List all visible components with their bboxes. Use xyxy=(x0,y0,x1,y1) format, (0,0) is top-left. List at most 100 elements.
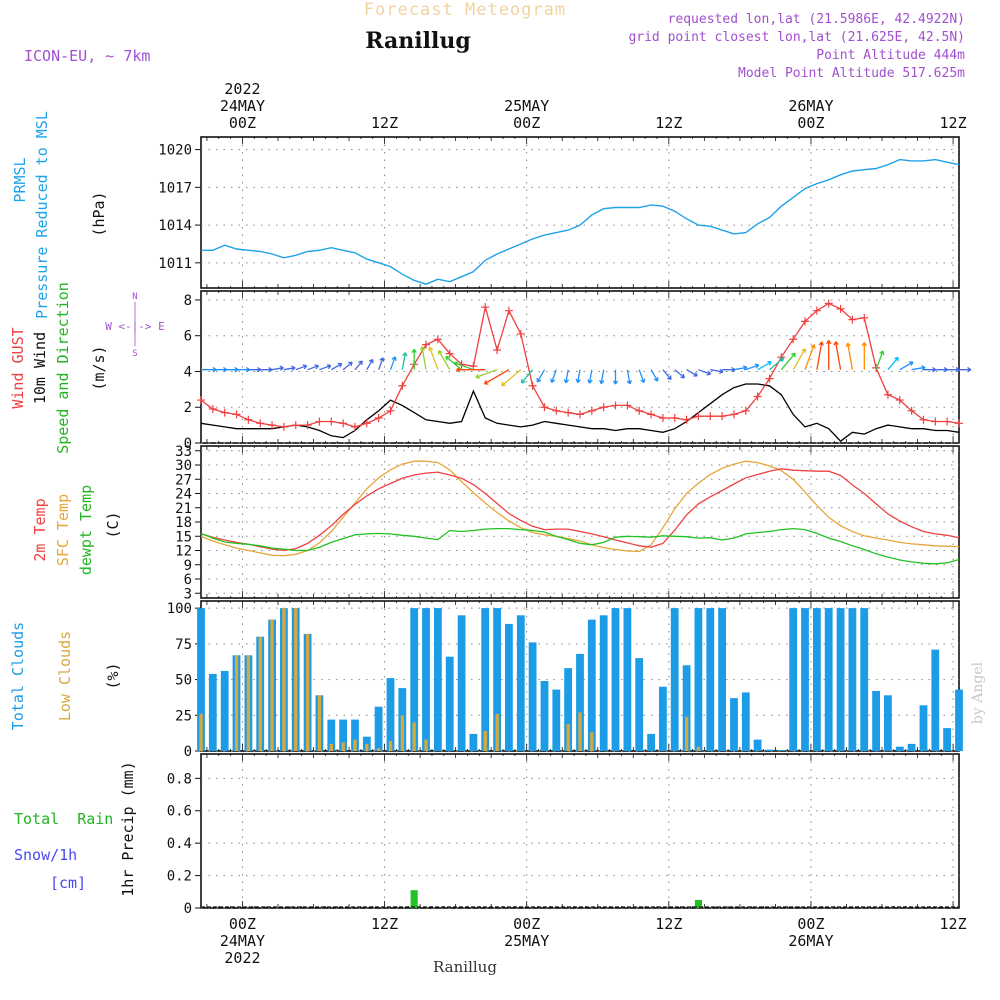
clouds-ytick-label: 75 xyxy=(175,637,192,653)
wind-direction-arrow xyxy=(923,366,937,373)
clouds-ytick-label: 0 xyxy=(184,744,192,760)
gust-marker xyxy=(268,421,277,430)
wind-direction-arrow xyxy=(437,350,451,371)
t2m-line xyxy=(200,468,960,552)
bottom-time-label: 25MAY xyxy=(504,932,549,950)
low-cloud-bar xyxy=(400,715,404,751)
top-time-label: 00Z xyxy=(513,114,540,132)
wind-direction-arrow xyxy=(911,365,926,371)
low-cloud-bar xyxy=(495,713,499,751)
wind-direction-arrow xyxy=(520,369,534,384)
wind-direction-arrow xyxy=(295,364,308,371)
total-cloud-bar xyxy=(481,608,490,751)
wind-direction-arrow xyxy=(587,369,593,384)
wind-direction-arrow xyxy=(378,357,385,370)
gust-marker xyxy=(208,405,217,414)
wind-direction-arrow xyxy=(757,360,772,371)
gust-marker xyxy=(670,413,679,422)
gust-marker xyxy=(291,421,300,430)
gust-marker xyxy=(587,406,596,415)
total-cloud-bar xyxy=(564,668,572,751)
temp-unit: (C) xyxy=(104,511,122,538)
wind-direction-arrow xyxy=(638,369,646,384)
total-cloud-bar xyxy=(327,719,336,751)
total-cloud-bar xyxy=(457,615,466,751)
gust-marker xyxy=(433,335,442,344)
low-cloud-bar xyxy=(306,633,310,751)
wind-direction-arrow xyxy=(959,366,972,373)
wind-direction-arrow xyxy=(612,369,619,385)
point-altitude: Point Altitude 444m xyxy=(816,48,965,63)
total-cloud-bar xyxy=(623,608,632,751)
gust-marker xyxy=(256,419,265,428)
pressure-label-1: PRMSL xyxy=(11,157,29,202)
gust-marker xyxy=(362,419,371,428)
gust-marker xyxy=(883,390,892,399)
wind-direction-arrow xyxy=(411,348,417,370)
gust-marker xyxy=(801,317,810,326)
gust-marker xyxy=(907,406,916,415)
low-cloud-bar xyxy=(377,748,381,751)
wind-direction-arrow xyxy=(935,366,948,373)
wind-direction-arrow xyxy=(686,369,698,377)
wind-direction-arrow xyxy=(745,363,760,371)
low-cloud-bar xyxy=(341,742,345,751)
gust-marker xyxy=(718,412,727,421)
low-cloud-bar xyxy=(685,716,689,751)
precip-ytick-label: 0.6 xyxy=(167,804,192,820)
total-cloud-bar xyxy=(386,678,395,751)
temp-panel-frame xyxy=(200,445,960,599)
temp-ytick-label: 6 xyxy=(184,572,192,588)
wind-direction-arrow xyxy=(674,369,686,379)
total-cloud-bar xyxy=(528,642,537,751)
low-cloud-bar xyxy=(412,722,416,751)
pressure-unit: (hPa) xyxy=(90,191,108,236)
low-cloud-bar xyxy=(590,732,594,751)
pressure-ytick-label: 1020 xyxy=(158,143,192,159)
low-cloud-bar xyxy=(329,743,333,751)
pressure-label-2: Pressure Reduced to MSL xyxy=(33,111,51,319)
low-cloud-bar xyxy=(246,655,250,751)
clouds-ytick-label: 50 xyxy=(175,673,192,689)
wind-direction-arrow xyxy=(804,344,816,370)
total-cloud-bar xyxy=(741,692,750,751)
wind-direction-arrow xyxy=(662,369,672,381)
gust-marker xyxy=(374,413,383,422)
gust-marker xyxy=(279,422,288,431)
total-cloud-bar xyxy=(848,608,857,751)
wind-direction-arrow xyxy=(575,369,581,384)
wind-direction-arrow xyxy=(833,341,842,370)
wind-direction-arrow xyxy=(769,357,785,371)
bottom-time-label: 12Z xyxy=(940,915,967,933)
compass-s: S xyxy=(132,349,137,359)
wind-ytick-label: 4 xyxy=(184,364,192,380)
wind-direction-arrow xyxy=(875,350,885,370)
gust-marker xyxy=(469,362,478,371)
gust-marker xyxy=(350,422,359,431)
gust-marker xyxy=(315,417,324,426)
gust-marker xyxy=(528,381,537,390)
gust-marker xyxy=(564,408,573,417)
total-cloud-bar xyxy=(824,608,833,751)
gust-marker xyxy=(327,417,336,426)
temp-ytick-label: 18 xyxy=(175,515,192,531)
total-cloud-bar xyxy=(552,689,561,751)
wind-direction-arrow xyxy=(428,346,439,370)
temp-ytick-label: 3 xyxy=(184,586,192,602)
total-cloud-bar xyxy=(493,608,501,751)
wind-direction-arrow xyxy=(792,348,807,371)
gust-marker xyxy=(635,406,644,415)
top-time-label: 00Z xyxy=(229,114,256,132)
rain-bar xyxy=(410,890,418,908)
total-cloud-bar xyxy=(339,719,347,751)
top-time-label: 26MAY xyxy=(788,97,833,115)
clouds-ytick-label: 25 xyxy=(175,708,192,724)
wind-dir-label: Speed and Direction xyxy=(54,282,72,454)
wind-ytick-label: 8 xyxy=(184,293,192,309)
low-cloud-bar xyxy=(696,746,701,751)
gust-marker xyxy=(422,340,431,349)
bottom-time-label: 26MAY xyxy=(788,932,833,950)
total-cloud-bar xyxy=(694,608,703,751)
plot-layer: 1011101410171020024683691215182124273033… xyxy=(158,80,972,967)
